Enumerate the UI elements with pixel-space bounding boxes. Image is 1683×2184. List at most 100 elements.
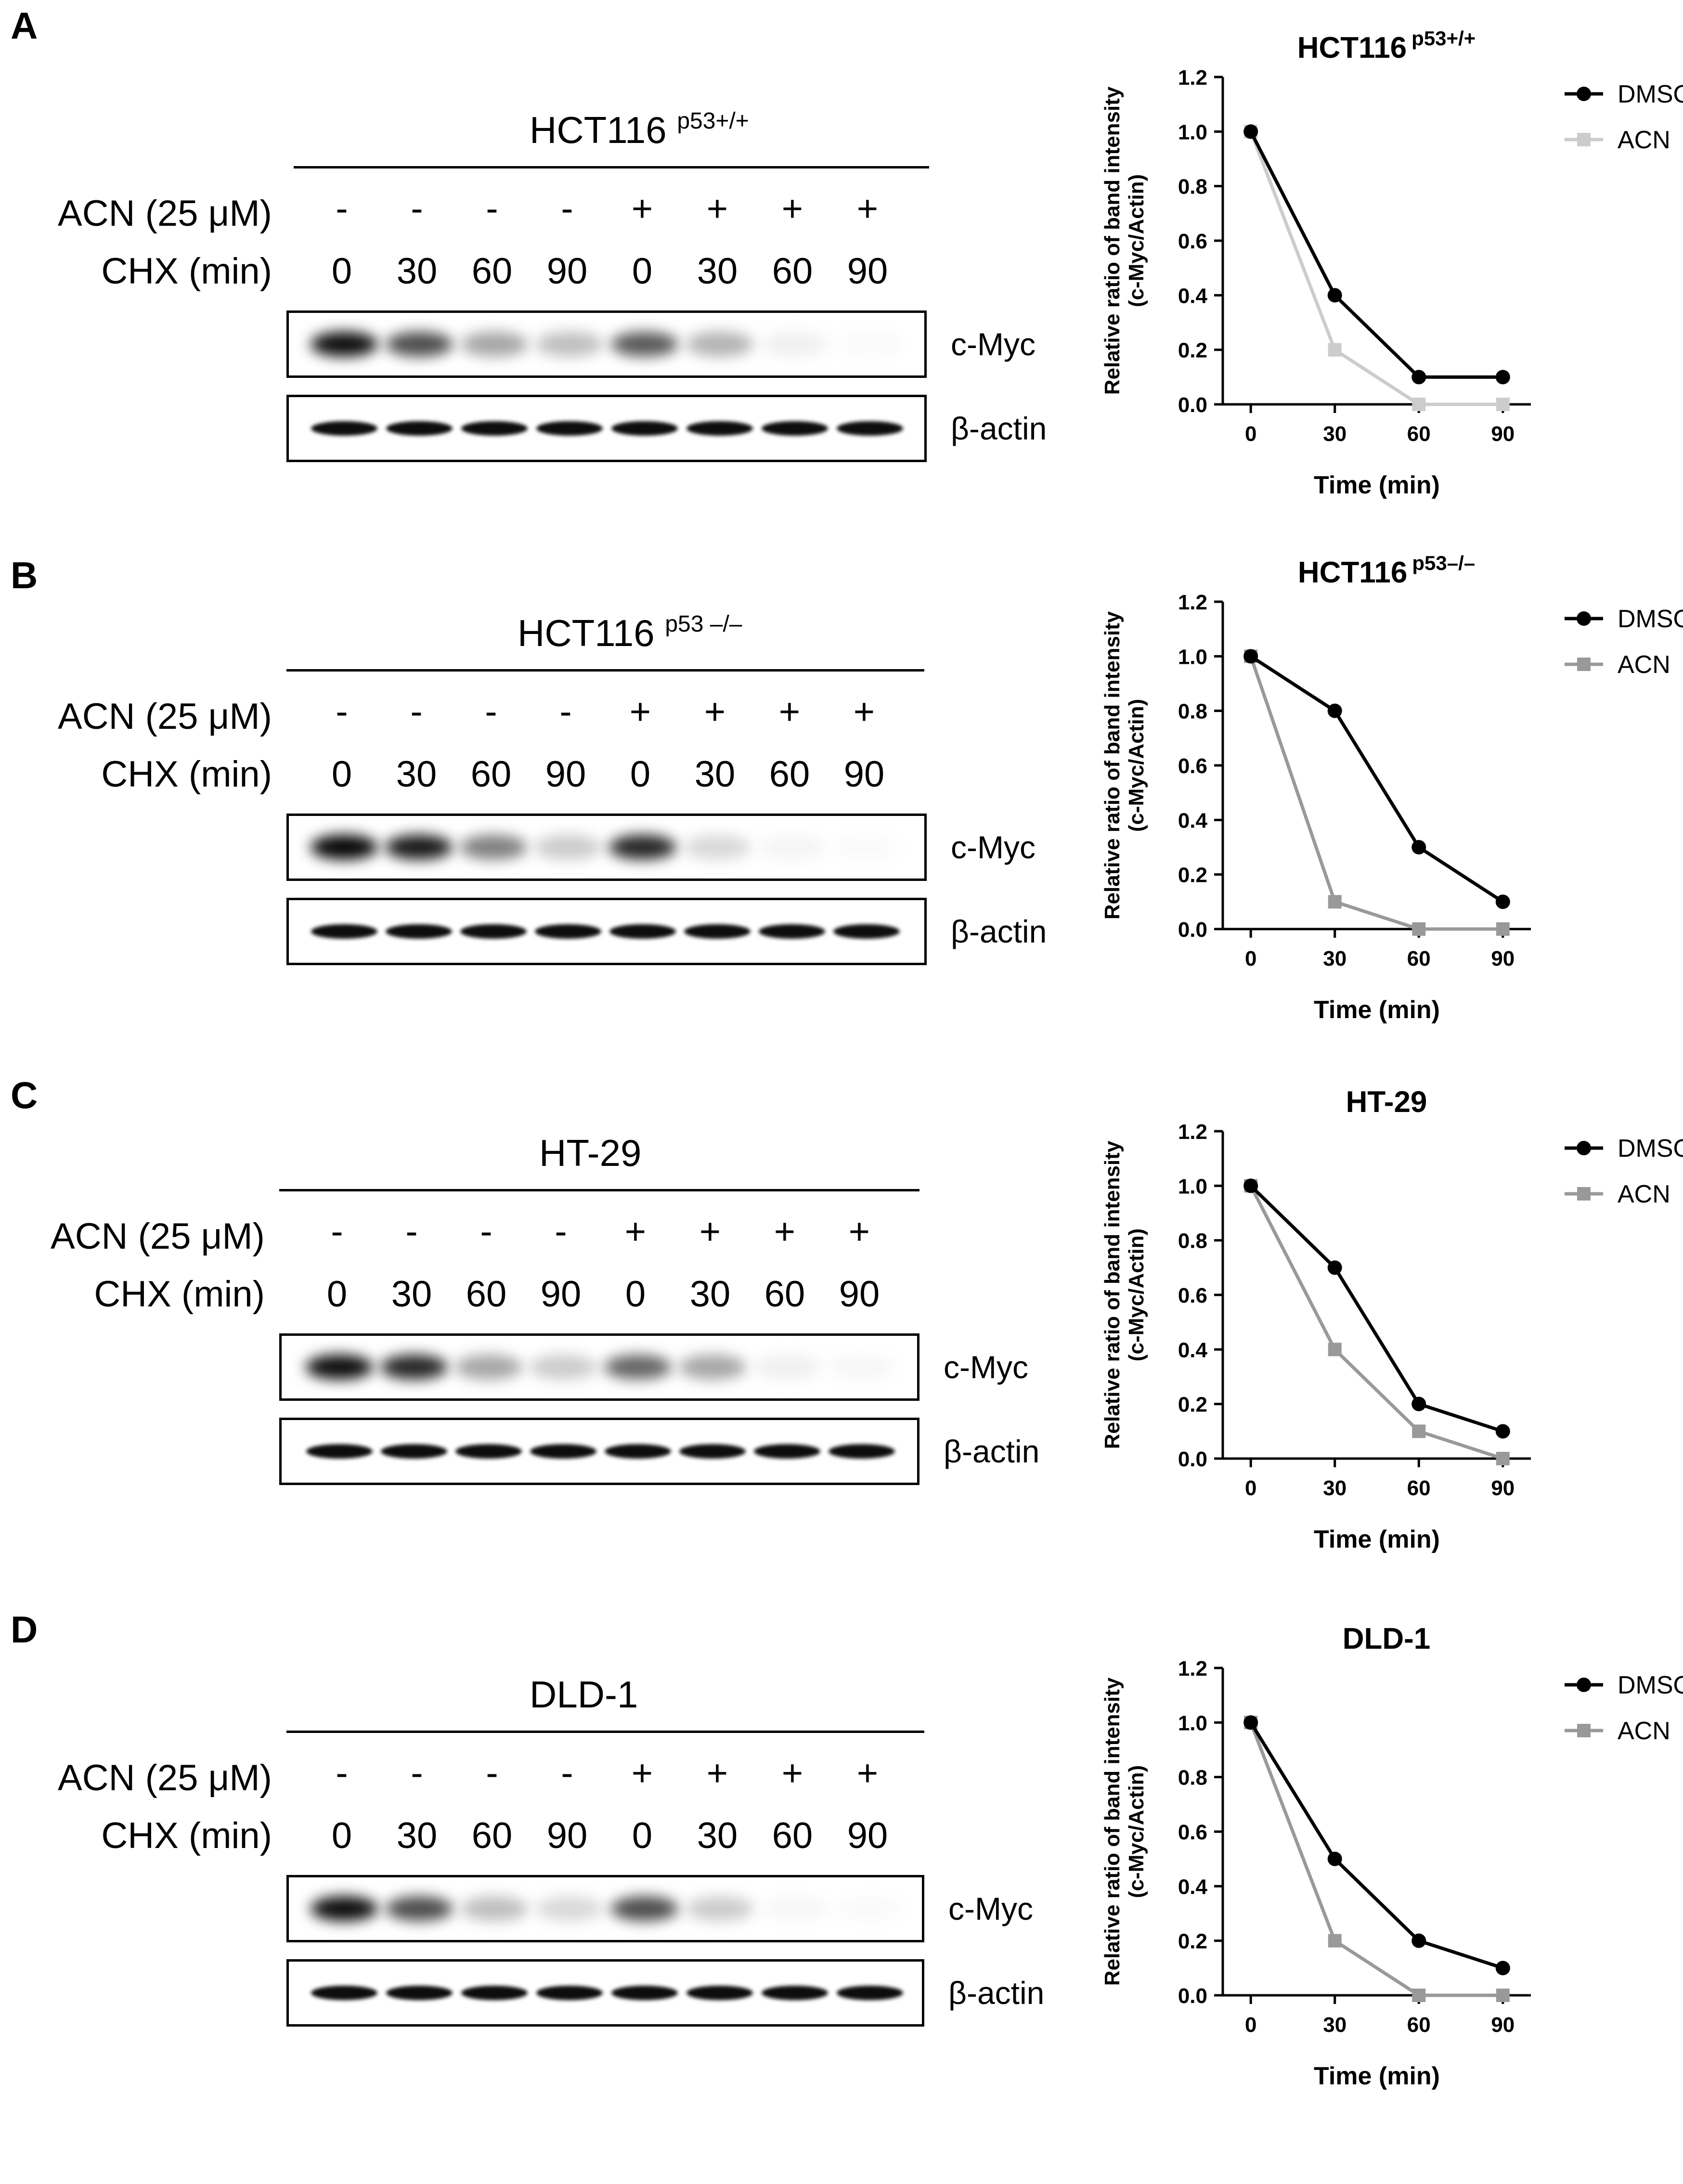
chart-title-superscript: p53+/+ (1411, 27, 1476, 50)
chx-lane-value: 90 (847, 1815, 888, 1856)
actin-band (381, 1444, 447, 1459)
acn-lane-sign: + (774, 1211, 796, 1252)
chx-lane-value: 90 (847, 251, 888, 292)
figure-panel: D DLD-1 ACN (25 μM) CHX (min) - - - - + + + +0 30 60 9… (0, 1586, 1683, 2111)
acn-lane-sign: - (410, 691, 423, 732)
cmyc-band (604, 1355, 672, 1380)
actin-band (535, 924, 601, 939)
data-point-acn (1496, 1989, 1510, 2002)
blot-title-text: HCT116 (518, 612, 655, 654)
chx-lane-value: 0 (632, 251, 653, 292)
cmyc-blot (286, 1875, 924, 1942)
acn-lane-sign: + (778, 691, 801, 732)
y-axis-label-units: (c-Myc/Actin) (1125, 1765, 1148, 1898)
actin-label: β-actin (948, 1975, 1045, 2011)
y-tick-label: 1.0 (1178, 645, 1207, 669)
y-tick-label: 0.4 (1178, 1875, 1208, 1899)
actin-band (536, 421, 603, 436)
y-axis-label-units: (c-Myc/Actin) (1125, 699, 1148, 832)
cmyc-band (836, 1896, 904, 1921)
chx-lane-value: 0 (331, 251, 352, 292)
chart-title: HCT116 p53–/– (1298, 552, 1475, 589)
legend-label: DMSO (1618, 1135, 1683, 1163)
actin-band (686, 1986, 753, 2000)
chart-title-superscript: p53–/– (1412, 552, 1475, 574)
figure-panel: B HCT116 p53 –/– ACN (25 μM) CHX (min) - - - - +… (0, 525, 1683, 1049)
y-tick-label: 1.2 (1178, 66, 1207, 90)
x-tick-label: 90 (1491, 947, 1515, 970)
actin-band (837, 1986, 903, 2000)
x-tick-label: 60 (1407, 947, 1431, 970)
cmyc-band (536, 332, 603, 357)
line-chart: HCT116 p53–/– 0.0 0.2 0.4 0.6 0.8 1.0 1.2 0 30 60 90… (1100, 552, 1683, 1024)
data-point-dmso (1243, 124, 1258, 139)
acn-lane-sign: - (559, 691, 572, 732)
y-axis-label-units: (c-Myc/Actin) (1125, 1228, 1148, 1361)
series-line-dmso (1249, 1721, 1503, 1970)
figure-panel: A HCT116 p53+/+ ACN (25 μM) CHX (min) - - - - + +… (0, 0, 1683, 525)
legend-label: ACN (1618, 1717, 1670, 1745)
acn-lane-sign: - (485, 691, 497, 732)
y-tick-label: 0.6 (1178, 1284, 1207, 1307)
panel-letter: B (11, 554, 38, 596)
y-tick-label: 0.6 (1178, 1821, 1207, 1844)
chx-lane-value: 0 (625, 1274, 646, 1315)
cmyc-band (611, 1896, 678, 1921)
acn-lane-sign: + (853, 691, 875, 732)
chx-lane-value: 30 (697, 251, 738, 292)
actin-blot (279, 1418, 919, 1485)
actin-blot (286, 898, 927, 965)
series-line-acn (1249, 1185, 1503, 1460)
data-point-acn (1328, 895, 1342, 909)
actin-label: β-actin (944, 1434, 1040, 1469)
chart-title: HT-29 (1346, 1086, 1427, 1119)
acn-row-label: ACN (25 μM) (58, 193, 272, 234)
data-point-dmso (1495, 370, 1510, 385)
actin-band (311, 924, 377, 939)
x-tick-label: 0 (1245, 947, 1256, 970)
chx-lane-value: 0 (331, 754, 352, 795)
legend-marker (1577, 1187, 1591, 1201)
chx-lane-value: 60 (764, 1274, 805, 1315)
y-tick-label: 0.0 (1178, 393, 1207, 417)
cmyc-band (686, 1896, 753, 1921)
cmyc-band (833, 835, 900, 860)
actin-band (611, 1986, 678, 2000)
x-tick-label: 30 (1323, 947, 1346, 970)
cmyc-blot (286, 814, 927, 881)
y-tick-label: 1.0 (1178, 1711, 1207, 1735)
actin-band (686, 421, 753, 436)
data-point-dmso (1327, 703, 1342, 718)
cmyc-band (753, 1355, 821, 1380)
legend-marker (1577, 1141, 1591, 1155)
data-point-dmso (1243, 1178, 1258, 1193)
y-axis-label: Relative ratio of band intensity (1100, 86, 1124, 395)
acn-lane-sign: - (561, 1753, 573, 1794)
series-line-acn (1249, 656, 1503, 931)
acn-lane-sign: - (336, 188, 348, 229)
data-point-acn (1412, 922, 1426, 936)
acn-lane-sign: - (480, 1211, 492, 1252)
chx-lane-value: 90 (546, 251, 588, 292)
cmyc-band (386, 1896, 453, 1921)
acn-row-label: ACN (25 μM) (58, 696, 272, 737)
y-tick-label: 0.0 (1178, 1447, 1207, 1471)
acn-row-label: ACN (25 μM) (58, 1758, 272, 1798)
cmyc-band (611, 332, 678, 357)
chx-row-label: CHX (min) (101, 251, 272, 292)
x-tick-label: 30 (1323, 1476, 1346, 1500)
acn-lane-sign: - (411, 1753, 423, 1794)
x-tick-label: 60 (1407, 2013, 1431, 2037)
series-line-dmso (1249, 130, 1503, 379)
actin-band (306, 1444, 373, 1459)
data-point-dmso (1411, 370, 1426, 385)
x-tick-label: 90 (1491, 1476, 1515, 1500)
acn-lane-sign: - (486, 188, 498, 229)
actin-band (386, 421, 453, 436)
y-tick-label: 0.8 (1178, 175, 1207, 199)
acn-lane-sign: + (706, 188, 728, 229)
actin-band (530, 1444, 596, 1459)
chx-lane-value: 30 (689, 1274, 731, 1315)
cmyc-band (380, 1355, 448, 1380)
acn-lane-sign: + (706, 1753, 728, 1794)
